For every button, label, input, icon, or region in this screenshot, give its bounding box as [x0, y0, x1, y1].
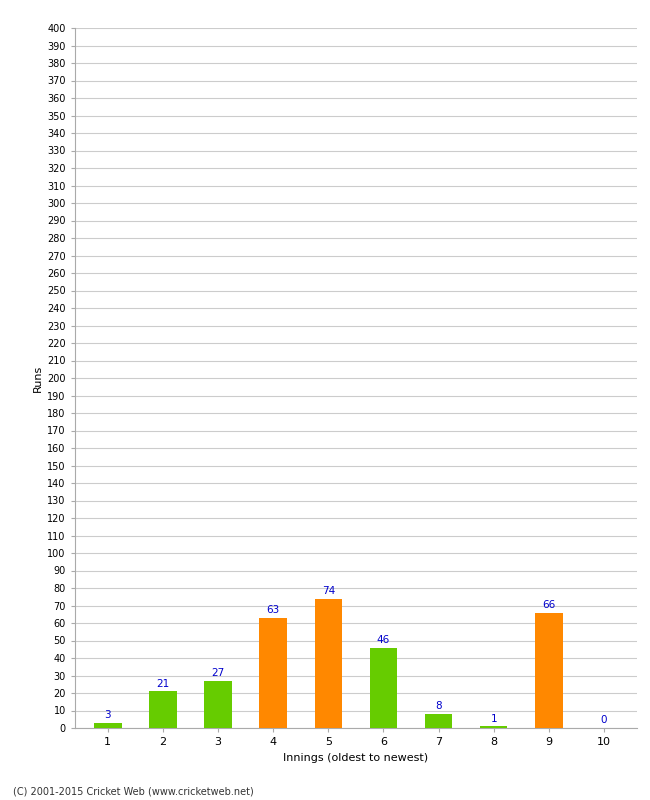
Bar [204, 681, 232, 728]
Text: 3: 3 [105, 710, 111, 720]
Bar [535, 613, 563, 728]
Y-axis label: Runs: Runs [33, 364, 43, 392]
X-axis label: Innings (oldest to newest): Innings (oldest to newest) [283, 753, 428, 762]
Text: 21: 21 [156, 678, 170, 689]
Text: 27: 27 [211, 668, 225, 678]
Bar [480, 726, 508, 728]
Bar [94, 722, 122, 728]
Bar [315, 598, 342, 728]
Bar [370, 647, 397, 728]
Text: 8: 8 [436, 702, 442, 711]
Text: 0: 0 [601, 715, 607, 726]
Text: 74: 74 [322, 586, 335, 596]
Text: 63: 63 [266, 605, 280, 615]
Bar [425, 714, 452, 728]
Text: (C) 2001-2015 Cricket Web (www.cricketweb.net): (C) 2001-2015 Cricket Web (www.cricketwe… [13, 786, 254, 796]
Bar [259, 618, 287, 728]
Bar [149, 691, 177, 728]
Text: 66: 66 [542, 600, 556, 610]
Text: 1: 1 [490, 714, 497, 724]
Text: 46: 46 [377, 635, 390, 645]
